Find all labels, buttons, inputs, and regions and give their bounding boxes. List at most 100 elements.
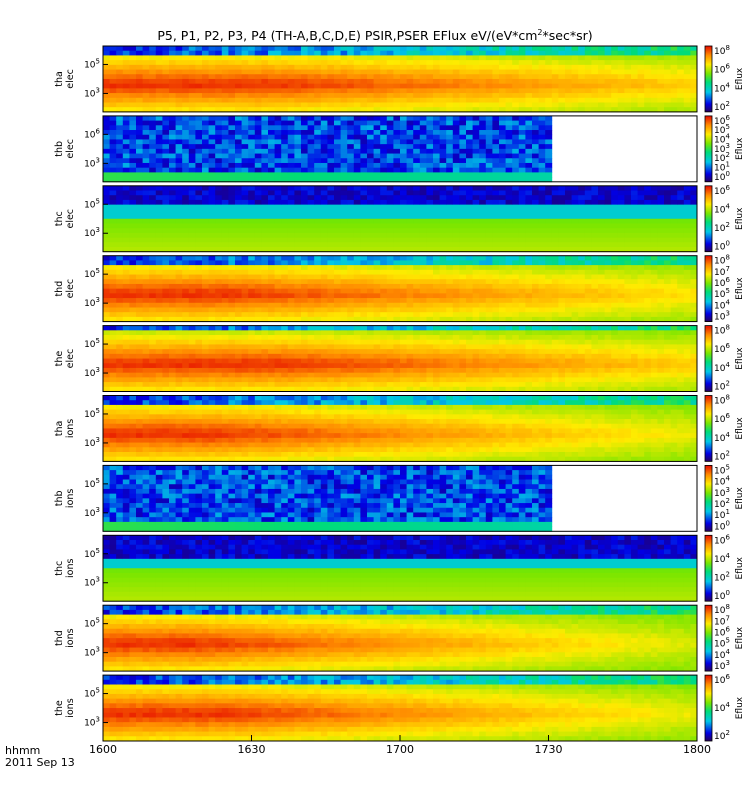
- spectrogram-cell: [142, 93, 150, 99]
- spectrogram-cell: [446, 60, 454, 66]
- spectrogram-cell: [235, 223, 242, 229]
- spectrogram-cell: [466, 60, 473, 66]
- spectrogram-cell: [466, 237, 473, 243]
- spectrogram-cell: [162, 107, 170, 113]
- spectrogram-cell: [604, 204, 612, 210]
- spectrogram-cell: [439, 232, 447, 238]
- spectrogram-cell: [373, 74, 381, 80]
- spectrogram-cell: [334, 158, 341, 164]
- spectrogram-cell: [664, 78, 671, 85]
- spectrogram-cell: [452, 64, 460, 70]
- spectrogram-cell: [650, 223, 658, 229]
- spectrogram-cell: [406, 190, 414, 196]
- spectrogram-cell: [261, 218, 269, 224]
- spectrogram-cell: [644, 223, 652, 229]
- spectrogram-cell: [221, 64, 229, 70]
- spectrogram-cell: [419, 107, 427, 113]
- spectrogram-cell: [631, 78, 638, 85]
- spectrogram-cell: [334, 102, 341, 108]
- spectrogram-cell: [413, 265, 421, 271]
- spectrogram-cell: [624, 195, 632, 201]
- spectrogram-cell: [532, 242, 539, 248]
- spectrogram-cell: [545, 64, 553, 70]
- spectrogram-cell: [261, 260, 269, 266]
- spectrogram-cell: [499, 228, 506, 234]
- spectrogram-cell: [122, 269, 130, 275]
- spectrogram-cell: [169, 69, 176, 75]
- spectrogram-cell: [670, 88, 678, 94]
- spectrogram-cell: [169, 153, 176, 159]
- spectrogram-cell: [109, 386, 117, 392]
- spectrogram-cell: [664, 190, 671, 196]
- spectrogram-cell: [208, 218, 216, 224]
- spectrogram-cell: [169, 353, 176, 359]
- spectrogram-cell: [268, 274, 275, 280]
- spectrogram-cell: [367, 139, 374, 145]
- spectrogram-cell: [380, 209, 388, 215]
- spectrogram-cell: [644, 64, 652, 70]
- spectrogram-cell: [525, 260, 533, 266]
- spectrogram-cell: [195, 153, 203, 159]
- spectrogram-cell: [136, 349, 143, 355]
- spectrogram-cell: [360, 228, 368, 234]
- spectrogram-cell: [413, 246, 421, 253]
- spectrogram-cell: [188, 195, 196, 201]
- spectrogram-cell: [287, 185, 295, 191]
- spectrogram-cell: [294, 115, 302, 122]
- spectrogram-cell: [466, 195, 473, 201]
- spectrogram-cell: [274, 69, 282, 75]
- spectrogram-cell: [584, 46, 592, 52]
- spectrogram-cell: [683, 204, 691, 210]
- spectrogram-cell: [169, 199, 176, 206]
- spectrogram-cell: [334, 228, 341, 234]
- spectrogram-cell: [182, 265, 190, 271]
- spectrogram-cell: [644, 190, 652, 196]
- spectrogram-cell: [175, 228, 183, 234]
- spectrogram-cell: [657, 107, 665, 113]
- spectrogram-cell: [149, 158, 157, 164]
- spectrogram-cell: [393, 209, 401, 215]
- spectrogram-cell: [129, 46, 137, 52]
- spectrogram-cell: [505, 102, 513, 108]
- spectrogram-cell: [307, 288, 315, 294]
- spectrogram-cell: [459, 134, 467, 140]
- spectrogram-cell: [142, 269, 150, 275]
- spectrogram-cell: [565, 302, 572, 308]
- spectrogram-cell: [598, 246, 605, 253]
- spectrogram-cell: [301, 134, 308, 140]
- spectrogram-cell: [155, 298, 163, 304]
- spectrogram-cell: [202, 162, 209, 169]
- spectrogram-cell: [578, 237, 586, 243]
- spectrogram-cell: [274, 293, 282, 299]
- spectrogram-cell: [452, 199, 460, 206]
- spectrogram-cell: [532, 190, 539, 196]
- spectrogram-cell: [518, 204, 526, 210]
- spectrogram-cell: [228, 158, 236, 164]
- spectrogram-cell: [650, 274, 658, 280]
- spectrogram-cell: [525, 46, 533, 52]
- spectrogram-cell: [433, 274, 440, 280]
- spectrogram-cell: [228, 307, 236, 313]
- spectrogram-cell: [380, 274, 388, 280]
- spectrogram-cell: [446, 120, 454, 126]
- spectrogram-cell: [512, 255, 520, 261]
- spectrogram-cell: [545, 83, 553, 89]
- spectrogram-cell: [446, 199, 454, 206]
- spectrogram-cell: [492, 125, 500, 131]
- spectrogram-cell: [248, 302, 256, 308]
- spectrogram-cell: [334, 64, 341, 70]
- spectrogram-cell: [241, 64, 249, 70]
- spectrogram-cell: [380, 115, 388, 122]
- spectrogram-cell: [235, 177, 242, 183]
- spectrogram-cell: [360, 139, 368, 145]
- colorbar-tick-label: 100: [714, 170, 730, 183]
- spectrogram-cell: [452, 190, 460, 196]
- spectrogram-cell: [208, 312, 216, 318]
- spectrogram-cell: [650, 195, 658, 201]
- spectrogram-cell: [136, 232, 143, 238]
- spectrogram-cell: [155, 218, 163, 224]
- spectrogram-cell: [274, 162, 282, 169]
- spectrogram-cell: [169, 177, 176, 183]
- spectrogram-cell: [406, 302, 414, 308]
- spectrogram-cell: [485, 190, 493, 196]
